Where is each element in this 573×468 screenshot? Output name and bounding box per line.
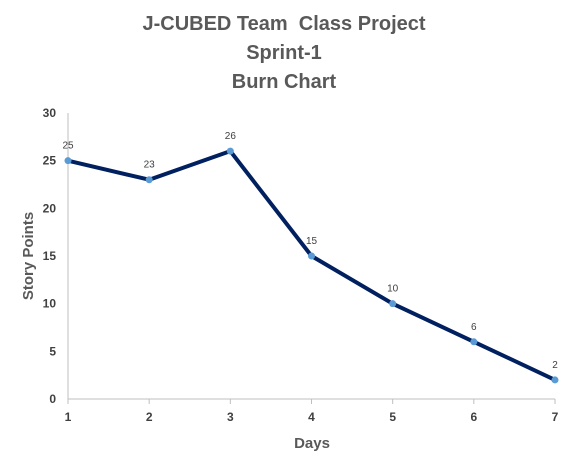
x-tick-label: 3 [227,410,234,424]
x-tick-label: 7 [552,410,559,424]
chart-title-line-3: Burn Chart [232,71,337,93]
series-story-points [64,147,559,384]
data-label: 6 [471,322,477,333]
y-tick-label: 5 [49,344,56,358]
x-tick-label: 1 [65,410,72,424]
data-point [551,376,559,384]
y-tick-label: 10 [43,297,57,311]
data-label: 25 [62,141,74,152]
y-tick-label: 0 [49,392,56,406]
x-tick-label: 5 [389,410,396,424]
x-axis-ticks: 1 2 3 4 5 6 7 [65,399,559,424]
data-label: 23 [144,160,156,171]
y-axis-ticks: 0 5 10 15 20 25 30 [43,106,57,406]
chart-title-line-1: J-CUBED Team Class Project [142,13,425,35]
y-axis-title: Story Points [20,212,37,300]
y-tick-label: 20 [43,201,57,215]
data-point [389,300,397,308]
series-line [66,149,557,382]
chart-title-line-2: Sprint-1 [246,42,322,64]
chart-title: J-CUBED Team Class Project Sprint-1 Burn… [142,13,425,93]
x-tick-label: 6 [470,410,477,424]
x-tick-label: 2 [146,410,153,424]
x-tick-label: 4 [308,410,315,424]
y-tick-label: 25 [43,154,57,168]
data-label: 26 [225,131,237,142]
data-point [308,252,315,260]
x-axis-title: Days [294,435,330,452]
data-point [470,338,478,346]
data-label: 15 [306,236,318,247]
data-labels: 25 23 26 15 10 6 2 [62,131,558,371]
data-point [64,157,72,165]
data-point [226,147,234,155]
y-tick-label: 15 [43,249,57,263]
data-label: 2 [552,360,558,371]
data-label: 10 [387,284,399,295]
data-point [145,176,153,184]
y-tick-label: 30 [43,106,57,120]
